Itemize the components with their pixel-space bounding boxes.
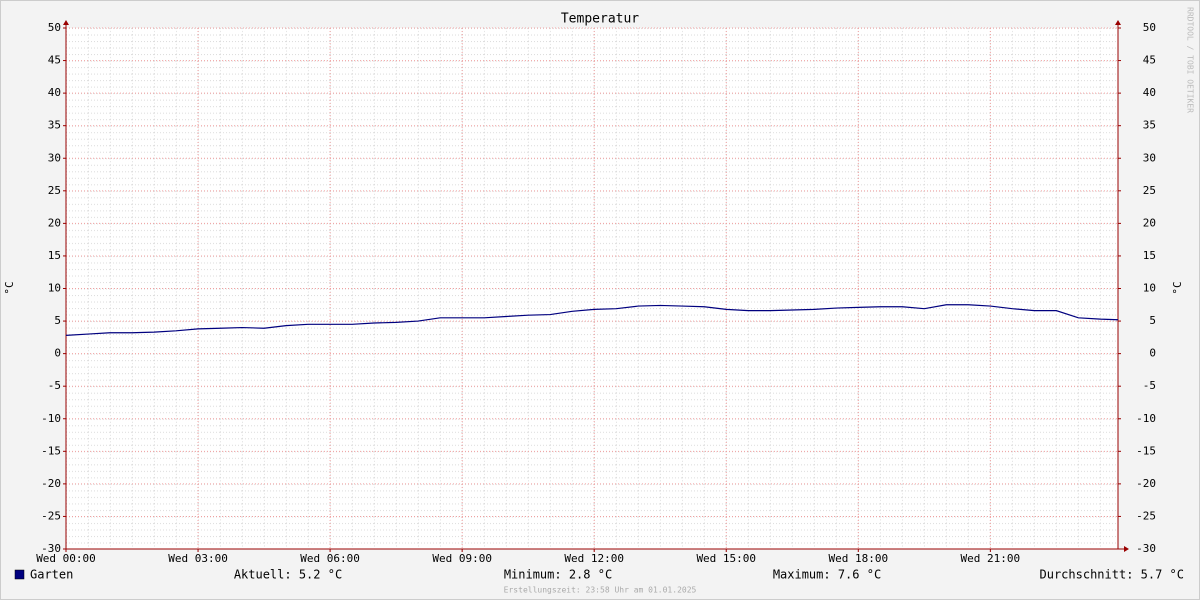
x-tick-label: Wed 00:00	[36, 552, 96, 565]
y-tick-label: -20	[41, 477, 61, 490]
y-tick-label: 20	[48, 216, 61, 229]
y2-tick-label: 50	[1143, 21, 1156, 34]
y-tick-label: 25	[48, 184, 61, 197]
watermark: RRDTOOL / TOBI OETIKER	[1186, 7, 1195, 113]
x-tick-label: Wed 03:00	[168, 552, 228, 565]
y-axis-label: °C	[3, 281, 16, 294]
y-tick-label: -5	[48, 379, 61, 392]
y2-tick-label: 40	[1143, 86, 1156, 99]
y-tick-label: 40	[48, 86, 61, 99]
x-tick-label: Wed 09:00	[432, 552, 492, 565]
x-tick-label: Wed 18:00	[828, 552, 888, 565]
y2-tick-label: -25	[1136, 509, 1156, 522]
chart-title: Temperatur	[561, 12, 639, 27]
legend-entry: Garten	[30, 568, 73, 582]
legend-swatch	[14, 569, 25, 580]
stat: Aktuell: 5.2 °C	[234, 568, 342, 582]
y-tick-label: -15	[41, 444, 61, 457]
y2-tick-label: 15	[1143, 249, 1156, 262]
y-tick-label: 45	[48, 54, 61, 67]
stat: Maximum: 7.6 °C	[773, 568, 881, 582]
y-tick-label: 15	[48, 249, 61, 262]
y2-axis-label: °C	[1171, 281, 1184, 294]
y-tick-label: 5	[54, 314, 61, 327]
y-tick-label: 35	[48, 119, 61, 132]
y2-tick-label: -30	[1136, 542, 1156, 555]
y2-tick-label: 45	[1143, 54, 1156, 67]
y-axis-arrow	[63, 20, 69, 25]
x-tick-label: Wed 06:00	[300, 552, 360, 565]
y-tick-label: 30	[48, 151, 61, 164]
grid	[63, 20, 1129, 552]
y2-axis-arrow	[1115, 20, 1121, 25]
y-tick-label: -10	[41, 412, 61, 425]
y2-tick-label: -20	[1136, 477, 1156, 490]
stat: Minimum: 2.8 °C	[504, 568, 612, 582]
y2-tick-label: 35	[1143, 119, 1156, 132]
y2-tick-label: 20	[1143, 216, 1156, 229]
y-tick-label: -30	[41, 542, 61, 555]
x-tick-label: Wed 15:00	[696, 552, 756, 565]
x-tick-label: Wed 21:00	[961, 552, 1021, 565]
y-tick-label: 0	[54, 347, 61, 360]
y2-tick-label: 0	[1149, 347, 1156, 360]
footer: Erstellungszeit: 23:58 Uhr am 01.01.2025	[504, 586, 697, 595]
x-axis-arrow	[1124, 546, 1129, 552]
y-tick-label: -25	[41, 509, 61, 522]
stat: Durchschnitt: 5.7 °C	[1040, 568, 1185, 582]
y2-tick-label: 5	[1149, 314, 1156, 327]
y-tick-label: 10	[48, 282, 61, 295]
y2-tick-label: 10	[1143, 282, 1156, 295]
y2-tick-label: 30	[1143, 151, 1156, 164]
y2-tick-label: 25	[1143, 184, 1156, 197]
y2-tick-label: -15	[1136, 444, 1156, 457]
y2-tick-label: -10	[1136, 412, 1156, 425]
marks	[65, 304, 1119, 336]
line	[65, 304, 1119, 336]
y2-tick-label: -5	[1143, 379, 1156, 392]
x-tick-label: Wed 12:00	[564, 552, 624, 565]
y-tick-label: 50	[48, 21, 61, 34]
